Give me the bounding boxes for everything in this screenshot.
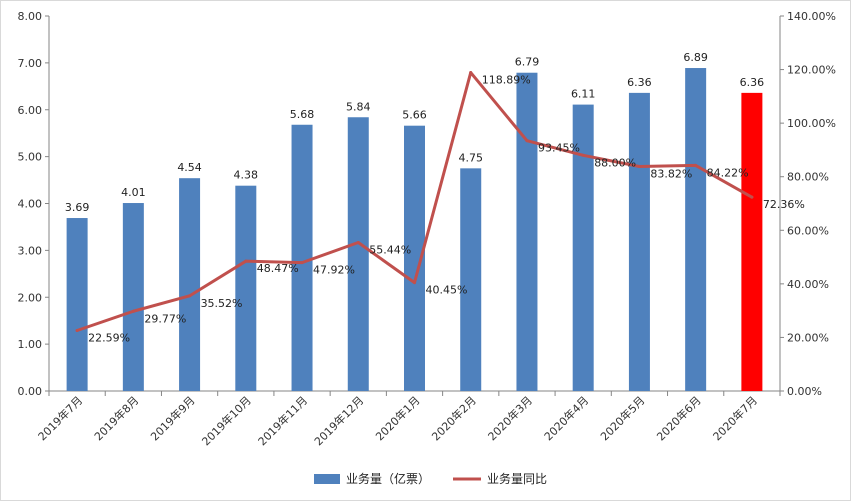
bar-value-label: 5.84 <box>346 100 371 113</box>
line-point <box>131 309 135 313</box>
line-point <box>75 328 79 332</box>
line-value-label: 47.92% <box>313 264 355 277</box>
line-point <box>244 259 248 263</box>
x-category-label: 2020年1月 <box>372 393 422 443</box>
line-value-label: 118.89% <box>482 74 531 87</box>
legend-label-bar: 业务量（亿票） <box>346 471 430 486</box>
line-point <box>581 153 585 157</box>
line-point <box>694 163 698 167</box>
bar-value-label: 5.68 <box>290 108 315 121</box>
bar-value-label: 4.38 <box>234 169 259 182</box>
bar <box>347 117 369 391</box>
data-labels: 3.69 4.01 4.54 4.38 5.68 5.84 5.66 4.75 6.79 6.11… <box>65 51 805 344</box>
y-right-tick-label: 60.00% <box>787 224 829 237</box>
line-point <box>750 195 754 199</box>
bar <box>572 104 594 391</box>
y-left-tick-label: 0.00 <box>18 385 43 398</box>
line-point <box>413 281 416 285</box>
bar-value-label: 4.01 <box>121 186 146 199</box>
line-value-label: 48.47% <box>257 262 299 275</box>
bars <box>66 68 763 391</box>
x-category-label: 2020年6月 <box>654 393 704 443</box>
x-category-label: 2020年3月 <box>485 393 535 443</box>
bar <box>66 218 88 391</box>
y-right-tick-label: 20.00% <box>787 331 829 344</box>
x-category-label: 2020年4月 <box>541 393 591 443</box>
y-right-tick-label: 120.00% <box>787 64 836 77</box>
y-right-tick-label: 0.00% <box>787 385 822 398</box>
line-point <box>525 139 529 143</box>
bar <box>741 92 763 391</box>
line-value-label: 35.52% <box>201 297 243 310</box>
x-category-label: 2019年7月 <box>35 393 85 443</box>
line-point <box>469 71 473 75</box>
x-category-label: 2019年12月 <box>311 393 366 448</box>
x-category-label: 2019年8月 <box>91 393 141 443</box>
bar-value-label: 4.75 <box>458 151 483 164</box>
line-value-label: 88.00% <box>594 156 636 169</box>
y-right-tick-label: 80.00% <box>787 171 829 184</box>
bar-value-label: 6.11 <box>571 88 596 101</box>
y-right-tick-label: 40.00% <box>787 278 829 291</box>
y-left-tick-label: 6.00 <box>18 104 43 117</box>
bar <box>460 168 482 391</box>
line-value-label: 22.59% <box>88 331 130 344</box>
bar-value-label: 6.79 <box>515 56 540 69</box>
bar-value-label: 3.69 <box>65 201 90 214</box>
line-value-label: 29.77% <box>144 312 186 325</box>
line-value-label: 40.45% <box>426 284 468 297</box>
bar <box>516 72 538 391</box>
bar-value-label: 5.66 <box>402 109 427 122</box>
line-point <box>300 261 304 265</box>
x-category-label: 2020年2月 <box>429 393 479 443</box>
bar <box>628 92 650 391</box>
bar-value-label: 6.89 <box>683 51 708 64</box>
line-value-label: 93.45% <box>538 142 580 155</box>
legend: 业务量（亿票） 业务量同比 <box>314 471 547 486</box>
x-category-label: 2019年10月 <box>199 393 254 448</box>
bar <box>685 68 707 391</box>
line-value-label: 55.44% <box>369 244 411 257</box>
bar <box>179 178 201 391</box>
y-right-tick-label: 100.00% <box>787 117 836 130</box>
y-left-tick-label: 3.00 <box>18 244 43 257</box>
line-point <box>356 241 360 244</box>
y-left-tick-label: 8.00 <box>18 10 43 23</box>
x-category-label: 2019年9月 <box>147 393 197 443</box>
x-category-label: 2019年11月 <box>255 393 310 448</box>
bar <box>404 125 425 391</box>
y-left-tick-label: 4.00 <box>18 198 43 211</box>
line-point <box>637 164 641 168</box>
y-left-tick-label: 5.00 <box>18 151 43 164</box>
line-series <box>75 71 754 332</box>
x-category-label: 2020年5月 <box>597 393 647 443</box>
y-right-tick-label: 140.00% <box>787 10 836 23</box>
bar-value-label: 6.36 <box>740 76 765 89</box>
legend-swatch-bar <box>314 474 340 484</box>
bar <box>291 124 313 391</box>
x-category-label: 2020年7月 <box>710 393 760 443</box>
bar-value-label: 6.36 <box>627 76 652 89</box>
bar <box>235 185 257 391</box>
y-left-tick-label: 7.00 <box>18 57 43 70</box>
bar-value-label: 4.54 <box>177 161 202 174</box>
line-value-label: 83.82% <box>650 167 692 180</box>
y-left-tick-label: 1.00 <box>18 338 43 351</box>
line-value-label: 72.36% <box>763 198 805 211</box>
y-left-tick-label: 2.00 <box>18 291 43 304</box>
line-point <box>188 294 192 298</box>
bar <box>122 203 144 391</box>
legend-label-line: 业务量同比 <box>487 471 547 486</box>
line-value-label: 84.22% <box>707 166 749 179</box>
